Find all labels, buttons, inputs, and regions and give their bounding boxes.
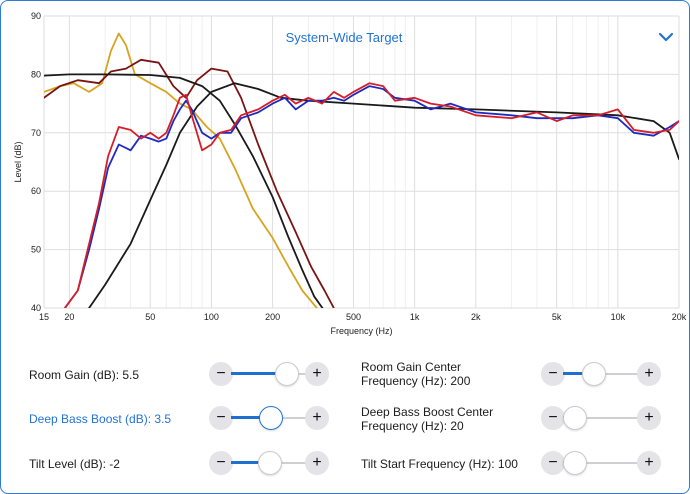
tilt-level-decrease-button[interactable]: − [209, 451, 233, 475]
x-tick-label: 10k [611, 312, 626, 322]
slider-thumb[interactable] [275, 362, 300, 386]
slider-thumb[interactable] [582, 362, 607, 386]
chart-title: System-Wide Target [286, 30, 403, 45]
frequency-response-chart: 15 20 50 100 200 500 1k 2k 5k 10k 20k 40 50 60 70 80 90 F… [13, 11, 687, 336]
tilt-start-frequency-decrease-button[interactable]: − [541, 451, 565, 475]
series-line-1 [44, 58, 335, 308]
slider-thumb[interactable] [259, 406, 284, 430]
x-tick-label: 20 [64, 312, 74, 322]
series-line-0 [44, 32, 318, 308]
slider-track-fill [231, 372, 287, 375]
room-gain-decrease-button[interactable]: − [209, 362, 233, 386]
x-tick-label: 5k [552, 312, 562, 322]
deep-bass-boost-label: Deep Bass Boost (dB): 3.5 [29, 412, 172, 426]
deep-bass-boost-center-slider[interactable]: − + [541, 406, 661, 436]
slider-track [563, 417, 639, 419]
deep-bass-boost-center-increase-button[interactable]: + [637, 406, 661, 430]
y-tick-label: 70 [31, 128, 41, 138]
deep-bass-boost-center-decrease-button[interactable]: − [541, 406, 565, 430]
slider-thumb[interactable] [563, 451, 587, 475]
y-tick-label: 50 [31, 245, 41, 255]
x-tick-label: 2k [471, 312, 481, 322]
y-tick-label: 40 [31, 303, 41, 313]
slider-track [563, 462, 639, 464]
room-gain-label: Room Gain (dB): 5.5 [29, 368, 140, 382]
room-gain-increase-button[interactable]: + [305, 362, 329, 386]
x-axis-title: Frequency (Hz) [330, 326, 392, 336]
tilt-start-frequency-label: Tilt Start Frequency (Hz): 100 [361, 457, 518, 471]
room-gain-slider[interactable]: − + [209, 362, 329, 392]
series-line-2 [44, 73, 324, 308]
y-axis-title: Level (dB) [13, 141, 23, 182]
tilt-level-label: Tilt Level (dB): -2 [29, 457, 120, 471]
x-tick-label: 50 [145, 312, 155, 322]
slider-thumb[interactable] [563, 406, 587, 430]
series-line-3 [88, 82, 679, 308]
deep-bass-boost-increase-button[interactable]: + [305, 406, 329, 430]
tilt-start-frequency-slider[interactable]: − + [541, 451, 661, 481]
deep-bass-boost-center-label-line1: Deep Bass Boost Center [361, 405, 494, 419]
x-tick-label: 200 [265, 312, 280, 322]
deep-bass-boost-decrease-button[interactable]: − [209, 406, 233, 430]
tilt-start-frequency-increase-button[interactable]: + [637, 451, 661, 475]
deep-bass-boost-center-label-line2: Frequency (Hz): 20 [361, 419, 464, 433]
room-gain-center-decrease-button[interactable]: − [541, 362, 565, 386]
slider-track-fill [231, 416, 271, 419]
series-line-4 [64, 85, 679, 308]
room-gain-center-label: Room Gain Center Frequency (Hz): 200 [361, 360, 470, 388]
slider-track-fill [231, 461, 269, 464]
slider-thumb[interactable] [258, 451, 282, 475]
y-tick-label: 60 [31, 186, 41, 196]
room-gain-center-increase-button[interactable]: + [637, 362, 661, 386]
y-tick-label: 90 [31, 11, 41, 21]
deep-bass-boost-center-label: Deep Bass Boost Center Frequency (Hz): 2… [361, 405, 493, 433]
y-tick-label: 80 [31, 69, 41, 79]
x-tick-label: 15 [39, 312, 49, 322]
x-tick-label: 500 [346, 312, 361, 322]
x-tick-label: 100 [204, 312, 219, 322]
x-tick-label: 20k [672, 312, 687, 322]
slider-track-fill [563, 372, 594, 375]
room-gain-center-label-line1: Room Gain Center [361, 360, 462, 374]
deep-bass-boost-slider[interactable]: − + [209, 406, 329, 436]
tilt-level-increase-button[interactable]: + [305, 451, 329, 475]
chevron-down-icon[interactable] [658, 32, 674, 42]
room-gain-center-label-line2: Frequency (Hz): 200 [361, 374, 471, 388]
x-tick-label: 1k [410, 312, 420, 322]
series-line-5 [64, 82, 679, 308]
tilt-level-slider[interactable]: − + [209, 451, 329, 481]
room-gain-center-slider[interactable]: − + [541, 362, 661, 392]
